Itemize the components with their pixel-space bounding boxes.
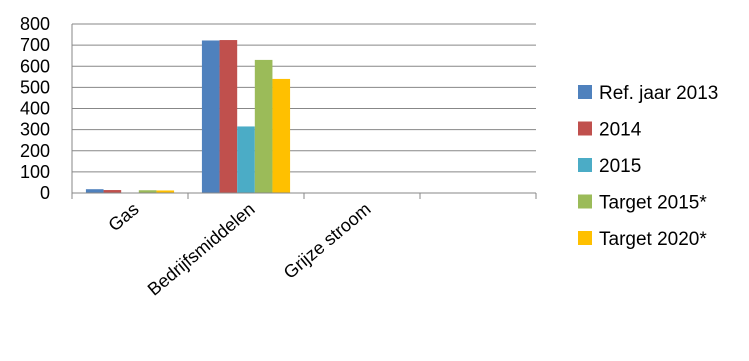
y-tick-label: 400 xyxy=(20,99,50,119)
y-tick-label: 800 xyxy=(20,14,50,34)
bar xyxy=(156,190,175,193)
y-tick-label: 100 xyxy=(20,162,50,182)
x-tick-label: Bedrijfsmiddelen xyxy=(144,199,259,300)
bar xyxy=(272,78,291,193)
bar xyxy=(201,40,220,193)
axes xyxy=(71,24,537,199)
gridlines xyxy=(72,23,536,173)
bars xyxy=(85,40,291,194)
bar xyxy=(254,59,273,193)
legend-swatch xyxy=(578,158,592,172)
y-tick-label: 0 xyxy=(40,183,50,203)
y-tick-label: 500 xyxy=(20,77,50,97)
bar xyxy=(219,40,238,194)
bar xyxy=(237,126,255,193)
legend-label: Target 2015* xyxy=(599,193,707,214)
y-tick-label: 200 xyxy=(20,141,50,161)
bar xyxy=(85,189,104,193)
y-tick-label: 700 xyxy=(20,35,50,55)
x-tick-label: Grijze stroom xyxy=(280,199,375,283)
y-tick-label: 600 xyxy=(20,56,50,76)
legend-swatch xyxy=(578,121,592,136)
legend-swatch xyxy=(578,231,592,245)
bar xyxy=(103,190,122,193)
legend-label: 2015 xyxy=(599,156,641,177)
legend: Ref. jaar 2013 2014 2015 Target 2015* Target… xyxy=(578,83,718,250)
x-tick-labels: Gas Bedrijfsmiddelen Grijze stroom xyxy=(104,199,374,300)
legend-swatch xyxy=(578,85,592,99)
legend-swatch xyxy=(578,194,592,209)
y-tick-label: 300 xyxy=(20,120,50,140)
bar xyxy=(138,190,157,193)
x-tick-label: Gas xyxy=(104,199,142,236)
legend-label: Target 2020* xyxy=(599,229,707,250)
legend-label: 2014 xyxy=(599,120,642,141)
legend-label: Ref. jaar 2013 xyxy=(599,83,718,104)
